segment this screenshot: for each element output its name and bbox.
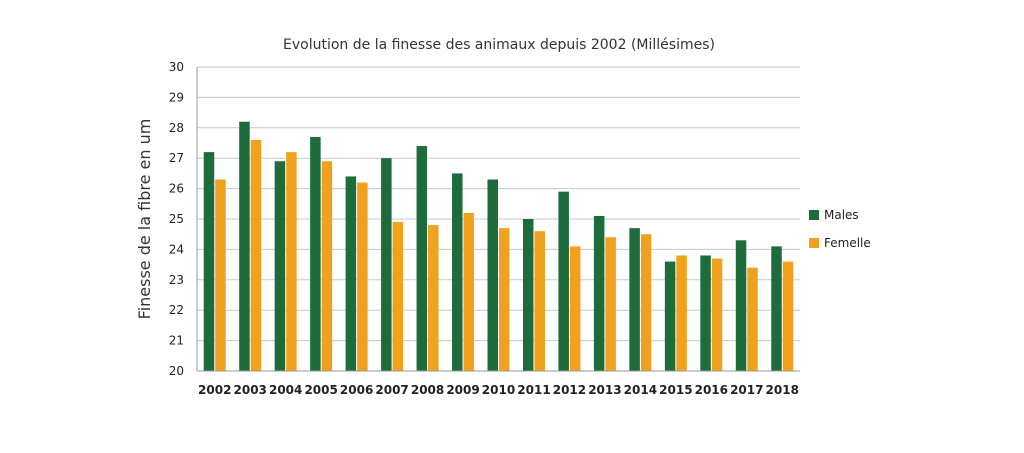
y-tick-label: 24 xyxy=(169,242,184,256)
bar-males-2011 xyxy=(522,219,534,371)
x-tick-label: 2018 xyxy=(766,383,799,397)
bar-males-2006 xyxy=(345,176,357,371)
bar-males-2008 xyxy=(416,146,428,371)
bars xyxy=(203,121,794,371)
legend: Males Femelle xyxy=(809,208,871,250)
y-tick-label: 25 xyxy=(169,212,184,226)
y-tick-label: 20 xyxy=(169,364,184,378)
legend-swatch-males xyxy=(809,210,819,220)
y-tick-label: 23 xyxy=(169,273,184,287)
x-axis-ticks: 2002 2003 2004 2005 2006 2007 2008 2009 2010 2011… xyxy=(198,383,799,397)
bar-femelle-2005 xyxy=(321,161,333,371)
x-tick-label: 2004 xyxy=(269,383,302,397)
bar-males-2010 xyxy=(487,179,498,371)
bar-femelle-2012 xyxy=(569,246,581,371)
x-tick-label: 2005 xyxy=(304,383,337,397)
x-tick-label: 2006 xyxy=(340,383,373,397)
bar-males-2005 xyxy=(310,136,321,371)
bar-males-2017 xyxy=(735,240,747,371)
legend-label-males: Males xyxy=(824,208,859,222)
y-tick-label: 28 xyxy=(169,121,184,135)
bar-males-2013 xyxy=(593,215,605,371)
x-tick-label: 2014 xyxy=(624,383,657,397)
x-tick-label: 2012 xyxy=(553,383,586,397)
bar-males-2012 xyxy=(558,191,569,371)
x-tick-label: 2007 xyxy=(375,383,408,397)
bar-males-2003 xyxy=(239,121,250,371)
bar-femelle-2002 xyxy=(215,179,226,371)
bar-femelle-2009 xyxy=(463,212,475,371)
gridlines xyxy=(197,66,800,372)
bar-femelle-2004 xyxy=(286,152,297,371)
y-axis-title: Finesse de la fibre en um xyxy=(135,119,154,320)
bar-femelle-2018 xyxy=(782,261,794,371)
axes xyxy=(196,67,800,372)
bar-males-2014 xyxy=(629,228,640,371)
y-tick-label: 21 xyxy=(169,334,184,348)
x-tick-label: 2013 xyxy=(588,383,621,397)
bar-femelle-2013 xyxy=(605,237,616,371)
x-tick-label: 2010 xyxy=(482,383,515,397)
y-axis-ticks: 20 21 22 23 24 25 26 27 28 29 30 xyxy=(169,60,184,378)
bar-males-2009 xyxy=(452,173,463,371)
bar-femelle-2007 xyxy=(392,222,404,371)
x-tick-label: 2002 xyxy=(198,383,231,397)
y-tick-label: 27 xyxy=(169,151,184,165)
bar-males-2016 xyxy=(700,255,711,371)
legend-swatch-femelle xyxy=(809,238,819,248)
bar-males-2007 xyxy=(381,158,392,371)
bar-males-2015 xyxy=(664,261,676,371)
x-tick-label: 2015 xyxy=(659,383,692,397)
x-tick-label: 2008 xyxy=(411,383,444,397)
bar-femelle-2003 xyxy=(250,139,262,371)
y-tick-label: 30 xyxy=(169,60,184,74)
bar-femelle-2011 xyxy=(534,231,545,371)
y-tick-label: 29 xyxy=(169,90,184,104)
x-tick-label: 2016 xyxy=(695,383,728,397)
bar-femelle-2014 xyxy=(640,234,652,371)
bar-femelle-2006 xyxy=(357,182,368,371)
bar-males-2018 xyxy=(771,246,782,371)
x-tick-label: 2011 xyxy=(517,383,550,397)
bar-femelle-2017 xyxy=(747,267,758,371)
bar-femelle-2010 xyxy=(499,228,510,371)
x-tick-label: 2017 xyxy=(730,383,763,397)
bar-femelle-2015 xyxy=(676,255,687,371)
legend-label-femelle: Femelle xyxy=(824,236,871,250)
bar-femelle-2016 xyxy=(711,258,723,371)
y-tick-label: 26 xyxy=(169,182,184,196)
y-tick-label: 22 xyxy=(169,303,184,317)
bar-femelle-2008 xyxy=(428,225,439,371)
chart-title: Evolution de la finesse des animaux depu… xyxy=(283,37,715,53)
x-tick-label: 2003 xyxy=(234,383,267,397)
bar-males-2002 xyxy=(203,152,215,371)
x-tick-label: 2009 xyxy=(446,383,479,397)
bar-males-2004 xyxy=(274,161,286,371)
